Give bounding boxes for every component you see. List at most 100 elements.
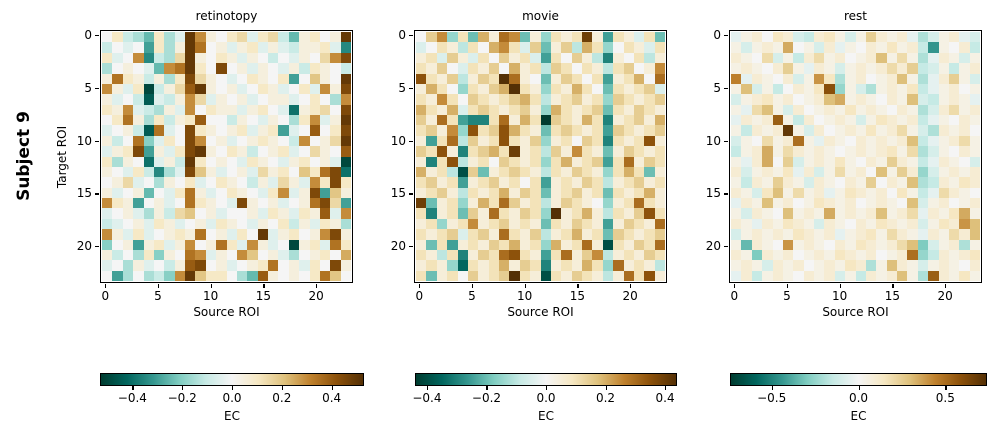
heatmap-cell — [112, 73, 123, 84]
heatmap-cell — [330, 52, 341, 64]
heatmap-cell — [865, 177, 877, 188]
heatmap-cell — [436, 166, 448, 178]
colorbar-rest: EC −0.5 0.0 0.5 — [730, 373, 987, 423]
heatmap-cell — [122, 208, 134, 219]
heatmap-cell — [426, 218, 437, 230]
heatmap-cell — [907, 83, 918, 95]
heatmap-cell — [824, 32, 835, 43]
heatmap-cell — [897, 218, 908, 230]
heatmap-cell — [865, 83, 877, 95]
heatmap-cell — [814, 94, 825, 105]
heatmap-cell — [654, 42, 665, 53]
heatmap-cell — [185, 94, 196, 105]
colorbar-gradient — [415, 373, 677, 386]
heatmap-cell — [340, 83, 351, 95]
heatmap-cell — [174, 208, 185, 219]
heatmap-cell — [436, 94, 448, 105]
heatmap-cell — [278, 94, 289, 105]
heatmap-cell — [762, 208, 773, 219]
heatmap-cell — [633, 177, 645, 188]
heatmap-cell — [897, 94, 908, 105]
heatmap-cell — [112, 166, 123, 178]
heatmap-cell — [216, 229, 227, 240]
heatmap-cell — [488, 218, 499, 230]
heatmap-cell — [247, 52, 258, 64]
heatmap-cell — [436, 229, 448, 240]
heatmap-cell — [174, 146, 185, 157]
heatmap-cell — [654, 208, 665, 219]
y-tick-mark — [95, 35, 99, 37]
heatmap-cell — [561, 32, 572, 43]
heatmap-cell — [731, 104, 742, 115]
heatmap-cell — [793, 270, 804, 281]
heatmap-cell — [236, 104, 248, 115]
heatmap-cell — [886, 260, 897, 271]
heatmap-cell — [288, 52, 300, 64]
heatmap-cell — [907, 104, 918, 115]
colorbar-tick-label: 0.2 — [595, 391, 616, 405]
heatmap-cell — [133, 135, 144, 147]
heatmap-cell — [917, 115, 929, 126]
heatmap-cell — [582, 32, 593, 43]
heatmap-cell — [447, 229, 458, 240]
heatmap-cell — [309, 260, 320, 271]
heatmap-cell — [164, 104, 175, 115]
heatmap-cell — [814, 166, 825, 178]
heatmap-cell — [330, 32, 341, 43]
heatmap-cell — [814, 249, 825, 261]
heatmap-cell — [268, 260, 279, 271]
heatmap-cell — [762, 239, 773, 250]
heatmap-cell — [855, 32, 866, 43]
heatmap-cell — [876, 187, 887, 198]
heatmap-cell — [340, 208, 351, 219]
heatmap-cell — [457, 177, 468, 188]
heatmap-cell — [309, 32, 320, 43]
heatmap-cell — [467, 115, 479, 126]
heatmap-cell — [426, 208, 437, 219]
heatmap-cell — [917, 73, 929, 84]
heatmap-cell — [762, 177, 773, 188]
heatmap-cell — [112, 52, 123, 64]
heatmap-cell — [613, 125, 624, 136]
heatmap-cell — [195, 94, 206, 105]
heatmap-cell — [592, 135, 603, 147]
heatmap-cell — [928, 239, 939, 250]
x-tick-label: 0 — [415, 289, 424, 303]
heatmap-cell — [288, 73, 300, 84]
heatmap-cell — [457, 115, 468, 126]
heatmap-cell — [530, 32, 541, 43]
heatmap-cell — [803, 229, 814, 240]
heatmap-cell — [793, 229, 804, 240]
heatmap-cell — [288, 187, 300, 198]
heatmap-cell — [654, 135, 665, 147]
heatmap-cell — [782, 166, 794, 178]
heatmap-cell — [288, 104, 300, 115]
heatmap-cell — [824, 166, 835, 178]
heatmap-cell — [540, 52, 551, 64]
heatmap-cell — [436, 208, 448, 219]
heatmap-cell — [772, 125, 783, 136]
heatmap-cell — [309, 156, 320, 167]
heatmap-cell — [278, 177, 289, 188]
heatmap-cell — [938, 229, 949, 240]
heatmap-cell — [236, 187, 248, 198]
heatmap-cell — [540, 115, 551, 126]
heatmap-cell — [247, 146, 258, 157]
heatmap-cell — [592, 125, 603, 136]
heatmap-cell — [416, 218, 427, 230]
colorbar-tick-label: 0.0 — [536, 391, 556, 405]
heatmap-cell — [205, 166, 217, 178]
heatmap-cell — [133, 104, 144, 115]
heatmap-cell — [133, 156, 144, 167]
heatmap-cell — [751, 218, 763, 230]
heatmap-cell — [633, 260, 645, 271]
heatmap-cell — [236, 249, 248, 261]
heatmap-cell — [948, 104, 960, 115]
heatmap-cell — [582, 52, 593, 64]
heatmap-cell — [122, 135, 134, 147]
heatmap-cell — [153, 32, 165, 43]
heatmap-cell — [509, 73, 520, 84]
heatmap-cell — [917, 104, 929, 115]
heatmap-cell — [216, 218, 227, 230]
heatmap-cell — [928, 177, 939, 188]
